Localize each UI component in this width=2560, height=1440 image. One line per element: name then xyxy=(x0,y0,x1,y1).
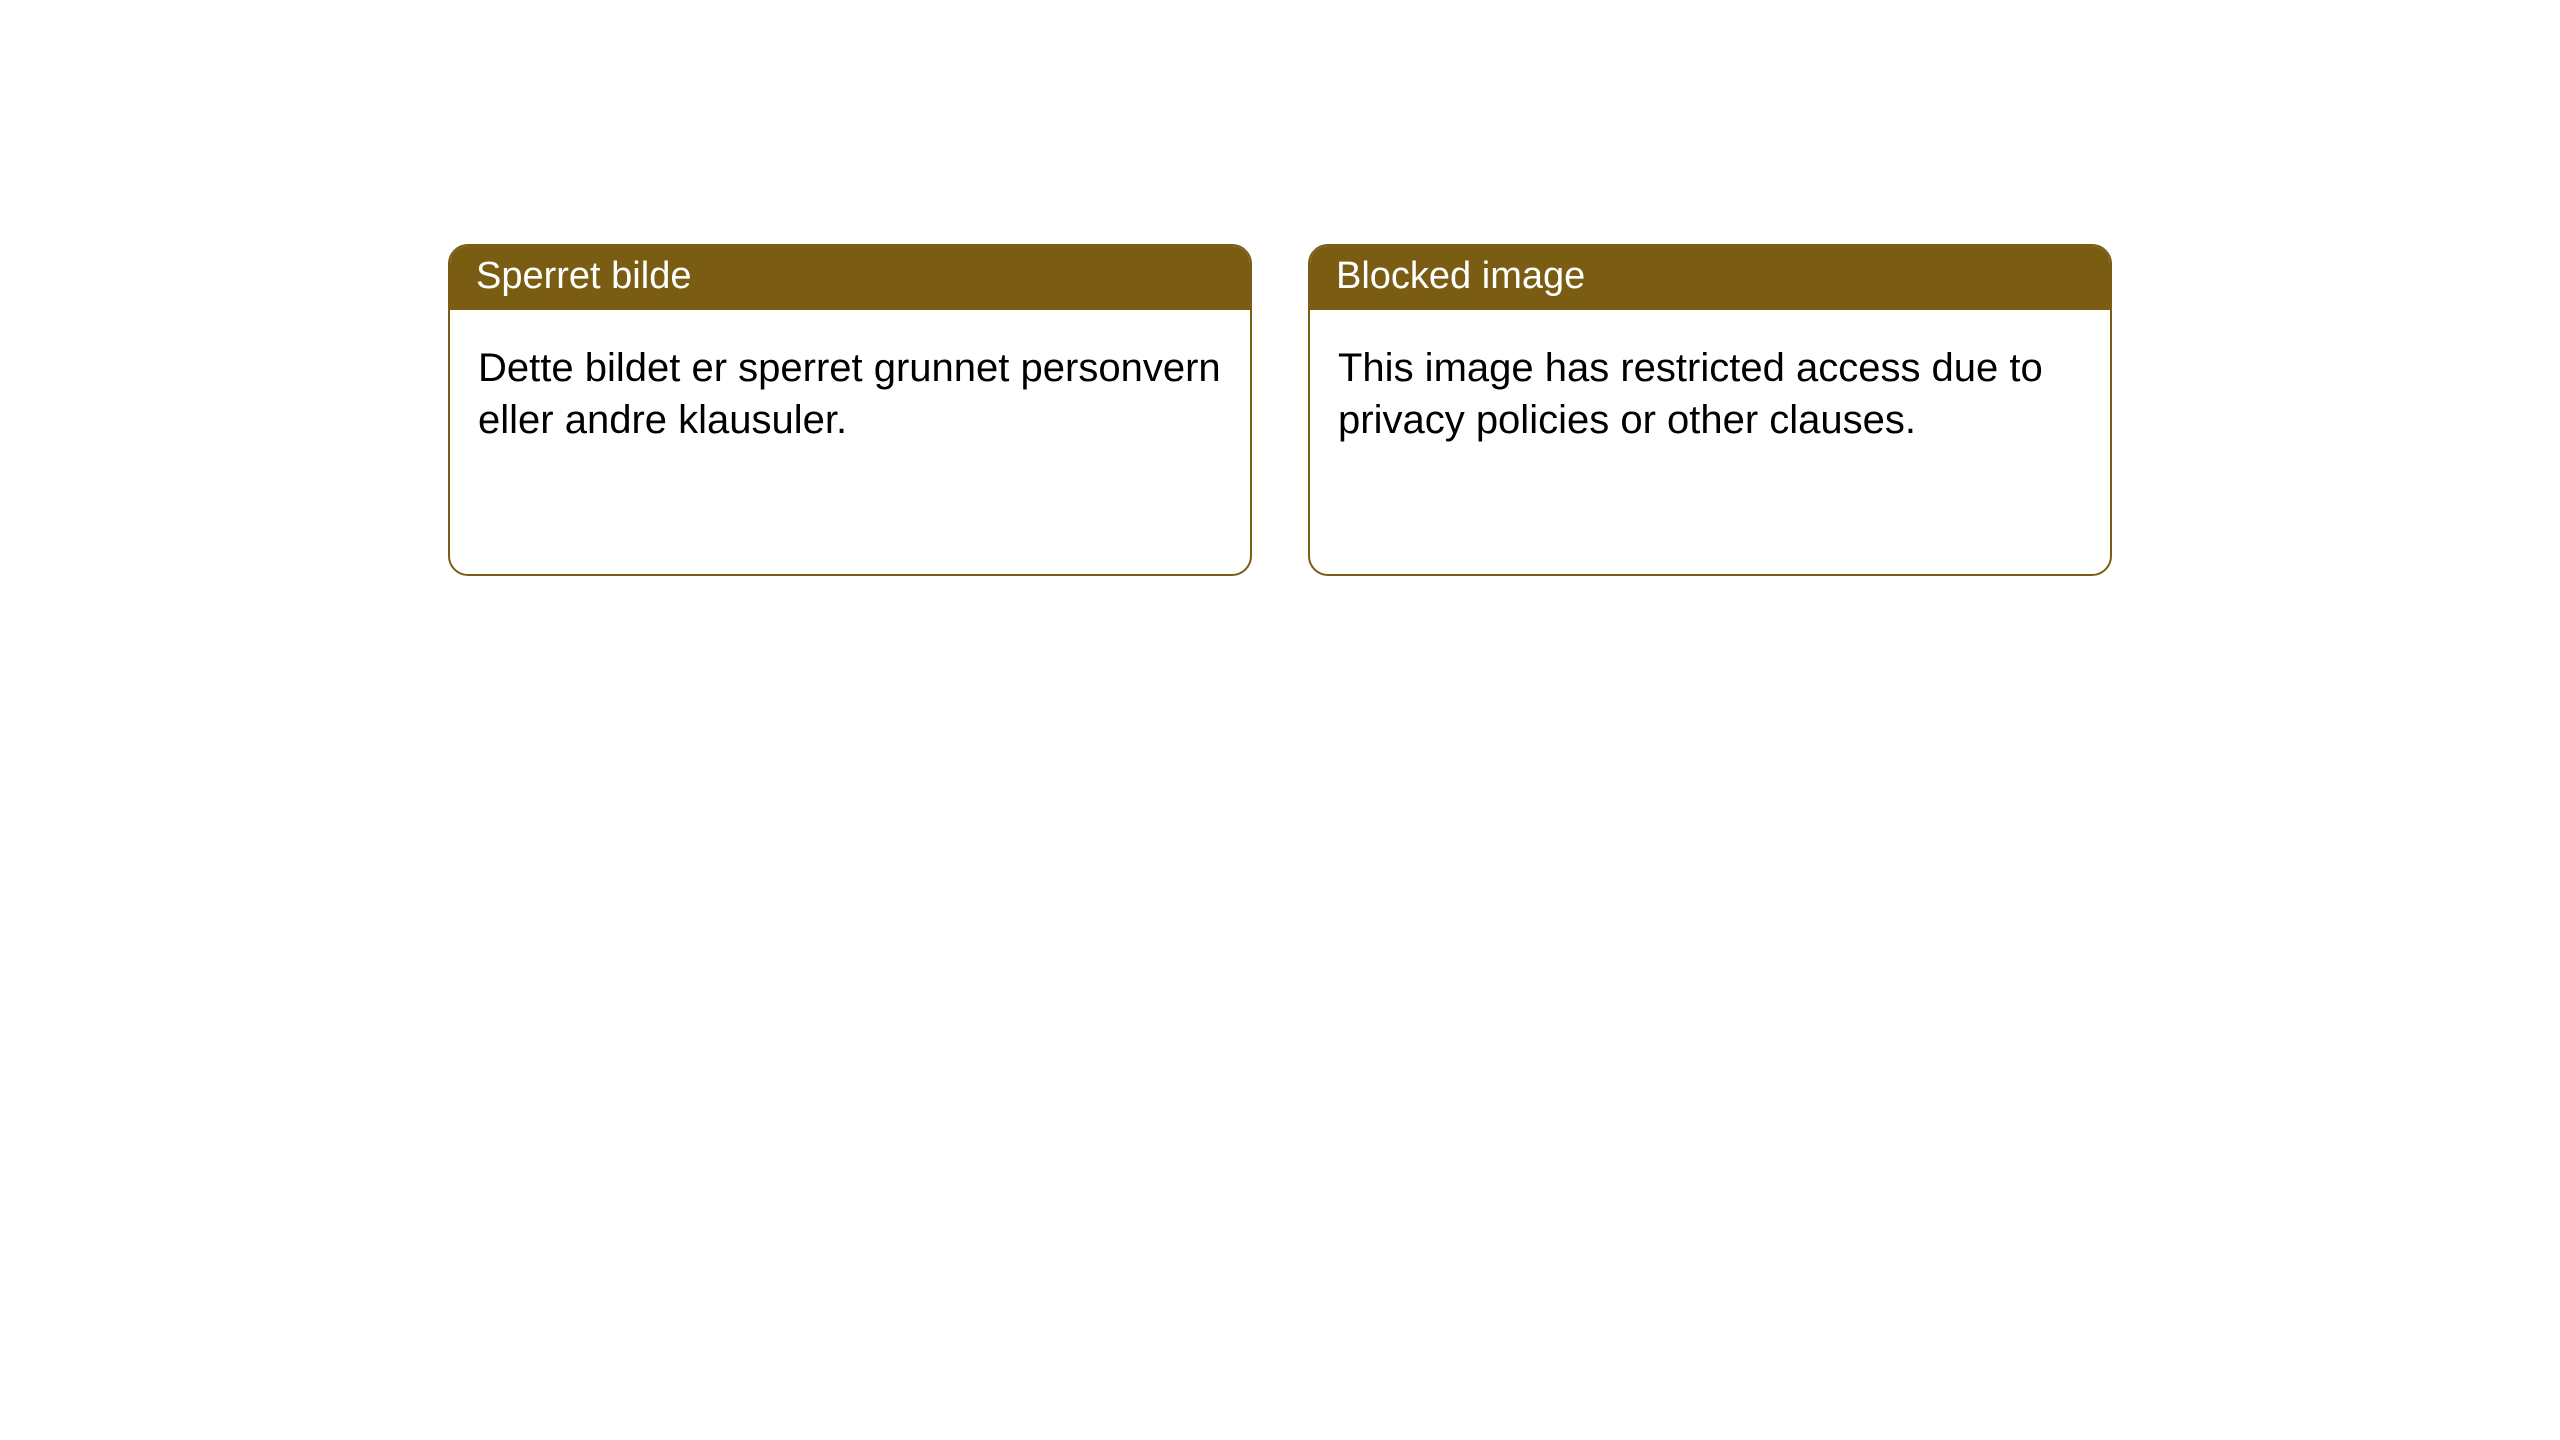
notice-card-norwegian: Sperret bilde Dette bildet er sperret gr… xyxy=(448,244,1252,576)
notice-title: Sperret bilde xyxy=(450,246,1250,310)
notice-body: This image has restricted access due to … xyxy=(1310,310,2110,478)
notice-card-english: Blocked image This image has restricted … xyxy=(1308,244,2112,576)
notice-title: Blocked image xyxy=(1310,246,2110,310)
notice-body: Dette bildet er sperret grunnet personve… xyxy=(450,310,1250,478)
notice-container: Sperret bilde Dette bildet er sperret gr… xyxy=(0,0,2560,576)
